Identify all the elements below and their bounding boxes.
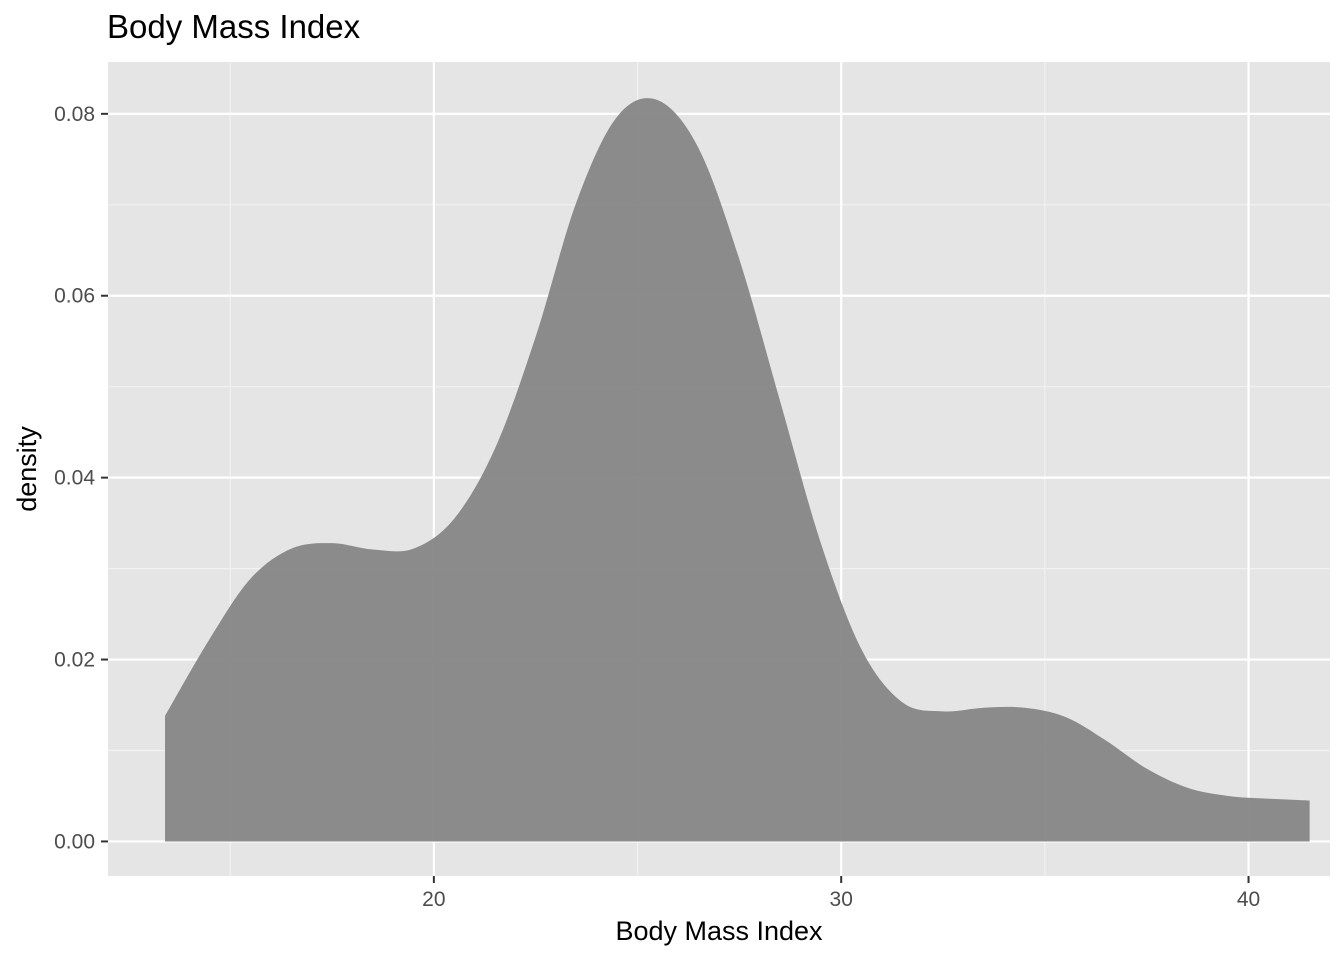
- x-tick-label: 40: [1237, 888, 1260, 911]
- y-tick-label: 0.04: [54, 467, 95, 490]
- y-tick-label: 0.00: [54, 830, 95, 853]
- y-axis: 0.00 0.02 0.04 0.06 0.08: [54, 103, 108, 853]
- chart-title: Body Mass Index: [107, 8, 361, 45]
- y-tick-label: 0.02: [54, 649, 95, 672]
- x-axis: 20 30 40: [422, 876, 1260, 911]
- x-tick-label: 30: [830, 888, 853, 911]
- y-tick-label: 0.06: [54, 285, 95, 308]
- y-tick-label: 0.08: [54, 103, 95, 126]
- y-axis-title: density: [12, 426, 42, 512]
- x-axis-title: Body Mass Index: [615, 916, 823, 946]
- x-tick-label: 20: [422, 888, 445, 911]
- density-area: [165, 98, 1310, 842]
